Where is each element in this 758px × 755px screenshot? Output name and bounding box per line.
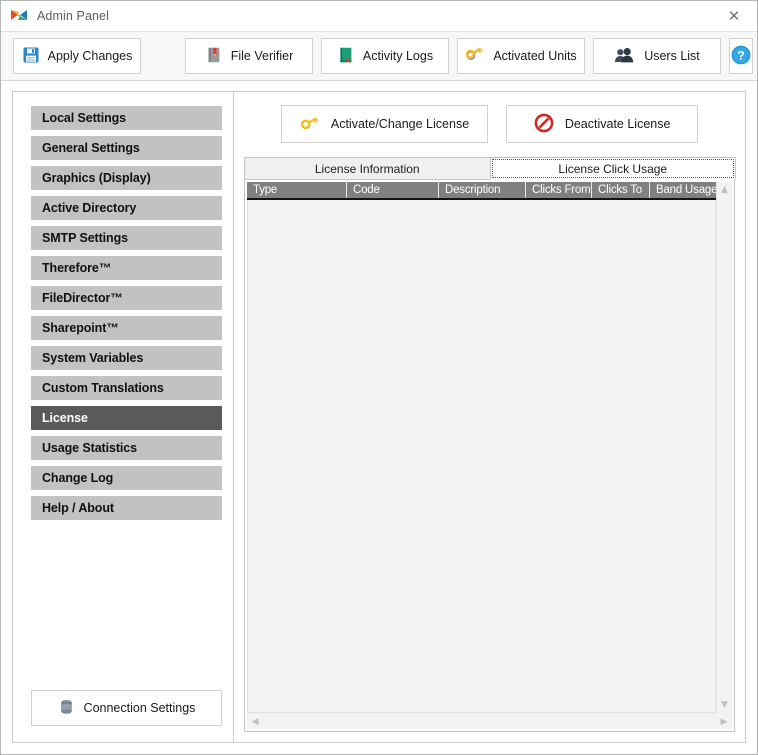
sidebar-item-label: Sharepoint™ — [42, 321, 119, 335]
tab-license-click-usage[interactable]: License Click Usage — [489, 157, 736, 180]
sidebar-item-active-directory[interactable]: Active Directory — [31, 196, 222, 220]
sidebar-item-label: License — [42, 411, 88, 425]
activity-logs-button[interactable]: Activity Logs — [321, 38, 449, 74]
column-header-label: Code — [353, 184, 380, 196]
activated-units-button[interactable]: Activated Units — [457, 38, 585, 74]
sidebar-item-label: System Variables — [42, 351, 144, 365]
svg-text:?: ? — [737, 48, 744, 62]
scrollbar-track[interactable] — [717, 198, 732, 697]
settings-sidebar: Local Settings General Settings Graphics… — [13, 92, 234, 742]
column-header-code[interactable]: Code — [347, 182, 439, 198]
column-header-clicks-from[interactable]: Clicks From — [526, 182, 592, 198]
tab-strip: License Information License Click Usage — [244, 157, 736, 180]
chevron-right-icon[interactable]: ▶ — [720, 716, 728, 727]
license-action-bar: Activate/Change License Deactivate Licen… — [244, 105, 735, 143]
connection-settings-button[interactable]: Connection Settings — [31, 690, 222, 726]
sidebar-item-label: Local Settings — [42, 111, 127, 125]
grid-header-row: Type Code Description Clicks From Clicks… — [247, 182, 716, 200]
activity-logs-label: Activity Logs — [362, 49, 434, 63]
sidebar-item-filedirector[interactable]: FileDirector™ — [31, 286, 222, 310]
tab-page-license-click-usage: Type Code Description Clicks From Clicks… — [244, 179, 735, 732]
column-header-label: Type — [253, 184, 278, 196]
column-header-label: Clicks From — [532, 184, 591, 196]
main-toolbar: Apply Changes File Verifier — [1, 31, 757, 81]
vertical-scrollbar[interactable]: ▲ ▼ — [716, 182, 732, 713]
sidebar-item-custom-translations[interactable]: Custom Translations — [31, 376, 222, 400]
red-book-icon — [205, 46, 223, 67]
sidebar-item-system-variables[interactable]: System Variables — [31, 346, 222, 370]
sidebar-item-general-settings[interactable]: General Settings — [31, 136, 222, 160]
chevron-down-icon[interactable]: ▼ — [721, 700, 728, 710]
apply-changes-button[interactable]: Apply Changes — [13, 38, 141, 74]
sidebar-item-smtp-settings[interactable]: SMTP Settings — [31, 226, 222, 250]
sidebar-item-therefore[interactable]: Therefore™ — [31, 256, 222, 280]
column-header-clicks-to[interactable]: Clicks To — [592, 182, 650, 198]
deactivate-license-button[interactable]: Deactivate License — [506, 105, 699, 143]
sidebar-item-label: Change Log — [42, 471, 114, 485]
sidebar-item-label: Active Directory — [42, 201, 137, 215]
yellow-key-icon — [300, 114, 320, 135]
butterfly-logo-icon — [10, 7, 28, 25]
column-header-label: Clicks To — [598, 184, 642, 196]
grid-body-empty — [247, 200, 716, 713]
sidebar-item-label: Therefore™ — [42, 261, 112, 275]
sidebar-spacer — [31, 526, 222, 690]
sidebar-item-license[interactable]: License — [31, 406, 222, 430]
column-header-label: Description — [445, 184, 501, 196]
users-list-label: Users List — [644, 49, 700, 63]
column-header-description[interactable]: Description — [439, 182, 526, 198]
sidebar-item-change-log[interactable]: Change Log — [31, 466, 222, 490]
sidebar-item-label: Usage Statistics — [42, 441, 137, 455]
file-verifier-label: File Verifier — [230, 49, 294, 63]
red-prohibited-icon — [534, 113, 554, 136]
sidebar-item-local-settings[interactable]: Local Settings — [31, 106, 222, 130]
chevron-up-icon[interactable]: ▲ — [721, 185, 728, 195]
apply-changes-label: Apply Changes — [47, 49, 133, 63]
license-content: Activate/Change License Deactivate Licen… — [234, 92, 745, 742]
column-header-label: Band Usage — [656, 184, 716, 196]
sidebar-item-help-about[interactable]: Help / About — [31, 496, 222, 520]
deactivate-license-label: Deactivate License — [564, 117, 671, 131]
chevron-left-icon[interactable]: ◀ — [251, 716, 259, 727]
content-panel: Local Settings General Settings Graphics… — [12, 91, 746, 743]
activate-change-license-label: Activate/Change License — [330, 117, 470, 131]
tab-label: License Information — [314, 161, 420, 176]
sidebar-item-usage-statistics[interactable]: Usage Statistics — [31, 436, 222, 460]
help-button[interactable]: ? — [729, 38, 753, 74]
sidebar-item-sharepoint[interactable]: Sharepoint™ — [31, 316, 222, 340]
sidebar-item-label: Custom Translations — [42, 381, 164, 395]
connection-settings-label: Connection Settings — [83, 701, 196, 715]
database-cylinder-icon — [58, 698, 75, 719]
window-body: Local Settings General Settings Graphics… — [1, 81, 757, 754]
users-list-button[interactable]: Users List — [593, 38, 721, 74]
close-icon[interactable]: ✕ — [727, 6, 741, 25]
window-title: Admin Panel — [37, 9, 109, 23]
sidebar-item-graphics-display[interactable]: Graphics (Display) — [31, 166, 222, 190]
floppy-disk-save-icon — [22, 46, 40, 67]
title-bar: Admin Panel ✕ — [1, 1, 757, 31]
horizontal-scrollbar[interactable]: ◀ ▶ — [247, 713, 732, 729]
sidebar-item-label: Help / About — [42, 501, 114, 515]
sidebar-item-label: FileDirector™ — [42, 291, 123, 305]
click-usage-grid: Type Code Description Clicks From Clicks… — [245, 180, 734, 713]
help-question-icon: ? — [730, 44, 752, 69]
sidebar-item-label: Graphics (Display) — [42, 171, 151, 185]
activated-units-label: Activated Units — [493, 49, 577, 63]
tab-label: License Click Usage — [558, 161, 668, 176]
column-header-type[interactable]: Type — [247, 182, 347, 198]
users-group-icon — [614, 46, 636, 67]
green-book-icon — [337, 46, 355, 67]
activate-change-license-button[interactable]: Activate/Change License — [280, 105, 489, 143]
file-verifier-button[interactable]: File Verifier — [185, 38, 313, 74]
column-header-band-usage[interactable]: Band Usage — [650, 182, 716, 198]
license-tabs: License Information License Click Usage … — [244, 157, 736, 732]
grid-main: Type Code Description Clicks From Clicks… — [247, 182, 716, 713]
sidebar-item-label: General Settings — [42, 141, 140, 155]
sidebar-item-label: SMTP Settings — [42, 231, 128, 245]
tab-license-information[interactable]: License Information — [244, 157, 491, 180]
yellow-keys-icon — [465, 46, 485, 67]
